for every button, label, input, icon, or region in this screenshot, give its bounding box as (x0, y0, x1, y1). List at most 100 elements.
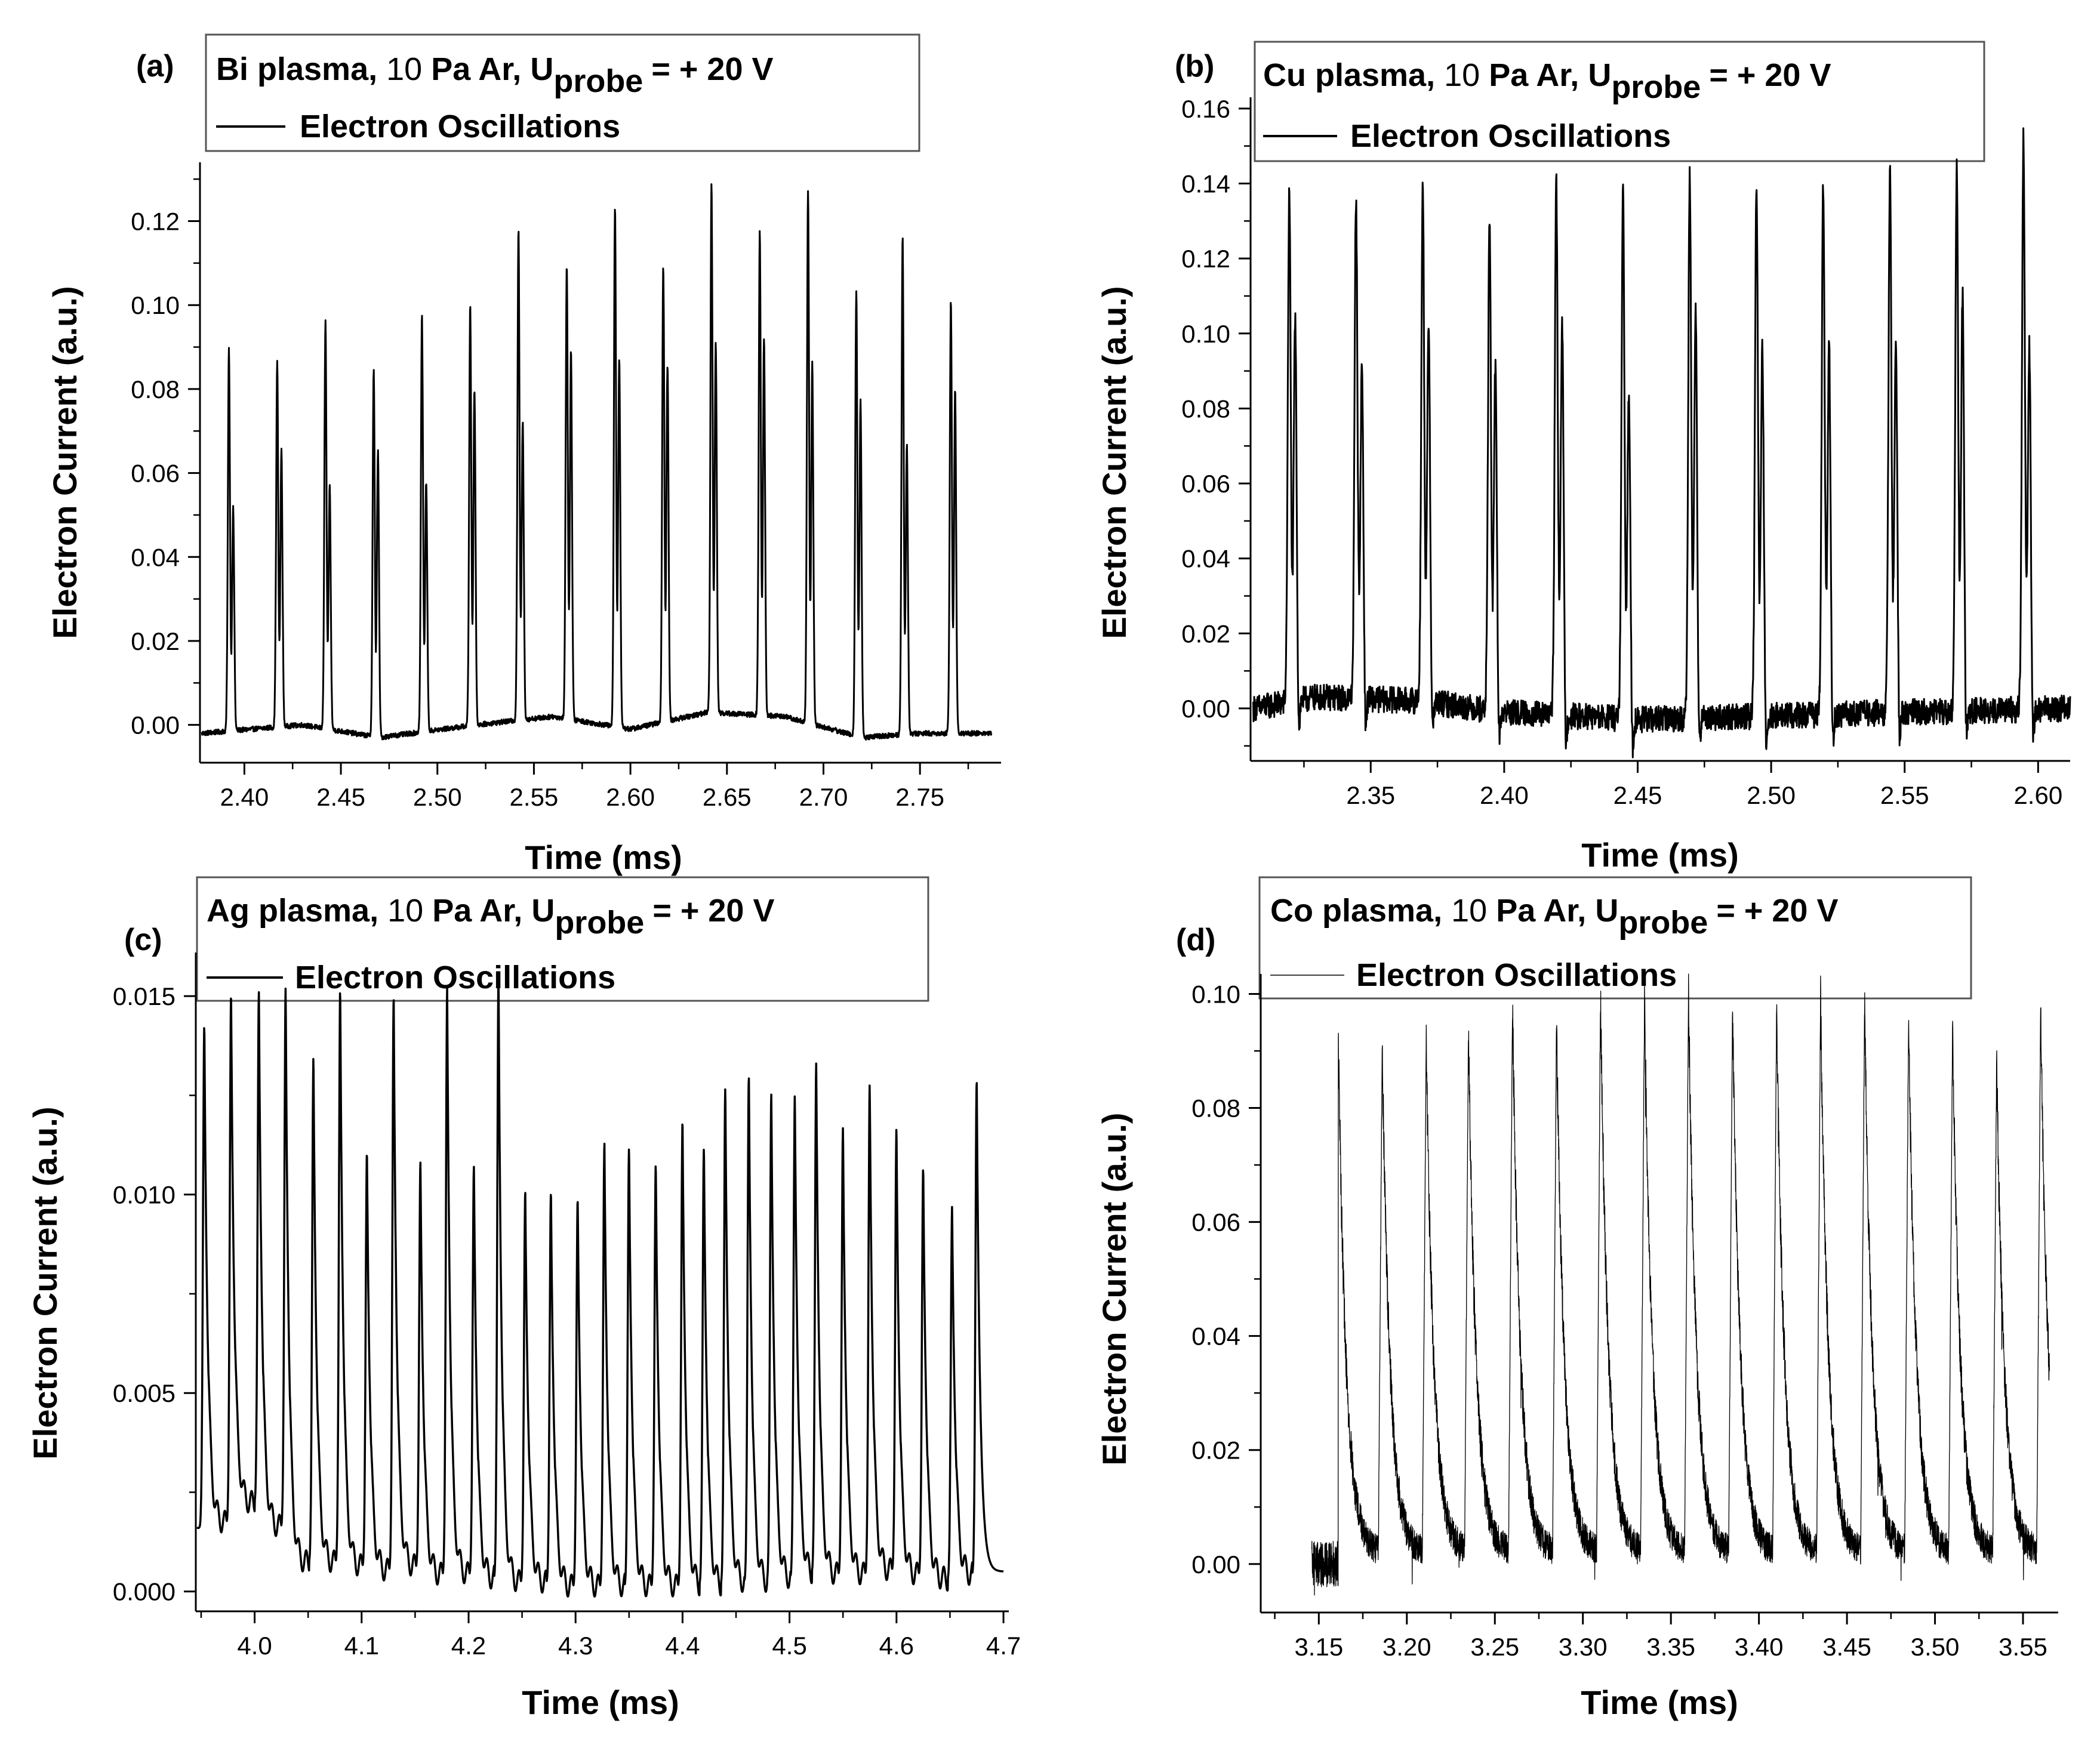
y-tick-label: 0.08 (1181, 394, 1230, 423)
title-pressure: 10 (387, 893, 423, 929)
y-tick-label: 0.000 (113, 1578, 175, 1606)
x-tick-label: 3.55 (1999, 1633, 2047, 1661)
title-suffix: = + 20 V (651, 51, 773, 87)
x-tick-label: 3.30 (1559, 1633, 1608, 1661)
legend-entry: Electron Oscillations (1356, 957, 1677, 993)
title-sub: probe (1618, 905, 1708, 941)
title-prefix: Cu plasma, (1263, 57, 1435, 93)
x-ticks: 4.0 4.1 4.2 4.3 4.4 4.5 4.6 4.7 (200, 1611, 1021, 1660)
title-suffix: = + 20 V (1709, 57, 1831, 93)
y-tick-label: 0.02 (1181, 619, 1230, 648)
x-tick-label: 4.7 (986, 1632, 1021, 1660)
x-tick-label: 4.3 (558, 1632, 593, 1660)
title-prefix: Bi plasma, (216, 51, 377, 87)
y-tick-label: 0.08 (131, 375, 180, 403)
panel-c: Ag plasma, 10 Pa Ar, Uprobe = + 20 V Elec… (26, 876, 1021, 1721)
x-tick-label: 3.40 (1735, 1633, 1784, 1661)
y-tick-label: 0.04 (1181, 545, 1230, 573)
title-prefix: Co plasma, (1270, 893, 1442, 929)
legend-title: Cu plasma, 10 Pa Ar, Uprobe = + 20 V (1263, 57, 1831, 105)
title-pressure: 10 (1451, 893, 1487, 929)
title-pressure: 10 (386, 51, 422, 87)
panel-label-b: (b) (1175, 49, 1214, 84)
legend-box (1254, 41, 1985, 162)
title-u: U (530, 51, 553, 87)
x-tick-label: 2.45 (316, 783, 365, 811)
y-tick-label: 0.14 (1181, 169, 1230, 198)
y-tick-label: 0.06 (1191, 1208, 1240, 1237)
y-axis-label: Electron Current (a.u.) (46, 286, 84, 639)
legend-entry: Electron Oscillations (1350, 118, 1671, 154)
y-tick-label: 0.02 (131, 627, 180, 655)
legend-title: Ag plasma, 10 Pa Ar, Uprobe = + 20 V (207, 893, 775, 941)
y-tick-label: 0.06 (1181, 470, 1230, 498)
x-tick-label: 2.50 (413, 783, 462, 811)
data-series-electron-oscillations (1252, 127, 2071, 759)
title-suffix: = + 20 V (652, 893, 774, 929)
y-tick-label: 0.10 (1191, 980, 1240, 1008)
y-tick-label: 0.10 (1181, 320, 1230, 348)
legend-title: Bi plasma, 10 Pa Ar, Uprobe = + 20 V (216, 51, 774, 99)
x-tick-label: 4.6 (879, 1632, 914, 1660)
x-tick-label: 2.45 (1614, 781, 1662, 809)
panel-a: (a) Bi plasma, 10 Pa Ar, Uprobe = + 20 V … (46, 33, 1001, 876)
y-tick-label: 0.08 (1191, 1095, 1240, 1123)
title-prefix: Ag plasma, (207, 893, 378, 929)
y-tick-label: 0.015 (113, 982, 175, 1010)
title-mid: Pa Ar, (432, 893, 522, 929)
legend-entry: Electron Oscillations (295, 960, 615, 995)
title-u: U (531, 893, 555, 929)
x-tick-label: 2.40 (1480, 781, 1529, 809)
y-tick-label: 0.12 (1181, 245, 1230, 273)
legend-box (205, 33, 920, 152)
x-ticks: 2.40 2.45 2.50 2.55 2.60 2.65 2.70 2.75 (220, 763, 969, 811)
y-tick-label: 0.005 (113, 1379, 175, 1407)
x-tick-label: 3.25 (1470, 1633, 1519, 1661)
legend-box (1258, 876, 1972, 1000)
x-axis-label: Time (ms) (1581, 836, 1738, 874)
title-mid: Pa Ar, (431, 51, 521, 87)
panel-label-c: (c) (124, 923, 162, 957)
x-tick-label: 3.35 (1646, 1633, 1695, 1661)
y-tick-label: 0.00 (1191, 1550, 1240, 1578)
y-tick-label: 0.16 (1181, 95, 1230, 123)
x-tick-label: 3.45 (1822, 1633, 1871, 1661)
x-tick-label: 2.60 (2013, 781, 2062, 809)
x-axis-label: Time (ms) (1581, 1684, 1738, 1721)
panel-label-a: (a) (136, 49, 174, 84)
x-tick-label: 2.60 (606, 783, 655, 811)
x-tick-label: 4.4 (665, 1632, 700, 1660)
title-sub: probe (553, 63, 643, 99)
y-ticks: 0.000 0.005 0.010 0.015 (113, 982, 196, 1606)
x-tick-label: 2.75 (895, 783, 944, 811)
x-tick-label: 4.0 (237, 1632, 272, 1660)
y-tick-label: 0.04 (131, 543, 180, 571)
x-ticks: 3.15 3.20 3.25 3.30 3.35 3.40 3.45 3.50 3.55 (1274, 1613, 2047, 1661)
x-tick-label: 2.70 (799, 783, 848, 811)
x-tick-label: 2.65 (703, 783, 752, 811)
x-tick-label: 3.15 (1294, 1633, 1343, 1661)
y-ticks: 0.00 0.02 0.04 0.06 0.08 0.10 (1191, 980, 1261, 1578)
y-tick-label: 0.12 (131, 207, 180, 235)
x-tick-label: 2.40 (220, 783, 269, 811)
data-series-electron-oscillations (201, 183, 993, 741)
title-mid: Pa Ar, (1496, 893, 1586, 929)
y-tick-label: 0.00 (1181, 695, 1230, 723)
title-sub: probe (1611, 69, 1701, 105)
title-u: U (1588, 57, 1611, 93)
x-tick-label: 4.5 (772, 1632, 806, 1660)
y-axis-label: Electron Current (a.u.) (1095, 1112, 1133, 1465)
x-axis-label: Time (ms) (525, 838, 682, 876)
x-ticks: 2.35 2.40 2.45 2.50 2.55 2.60 (1303, 761, 2062, 809)
title-u: U (1595, 893, 1618, 929)
y-axis-label: Electron Current (a.u.) (1095, 286, 1133, 639)
legend-box (196, 876, 929, 1002)
y-tick-label: 0.06 (131, 460, 180, 488)
x-tick-label: 2.55 (510, 783, 559, 811)
x-tick-label: 2.35 (1346, 781, 1395, 809)
x-tick-label: 2.50 (1747, 781, 1796, 809)
panel-b: (b) Cu plasma, 10 Pa Ar, Uprobe = + 20 V … (1095, 41, 2071, 874)
y-ticks: 0.00 0.02 0.04 0.06 0.08 0.10 0.12 0.14 0.16 (1181, 95, 1251, 747)
data-series-electron-oscillations (1311, 973, 2050, 1596)
y-ticks: 0.00 0.02 0.04 0.06 0.08 0.10 0.12 (131, 178, 200, 739)
